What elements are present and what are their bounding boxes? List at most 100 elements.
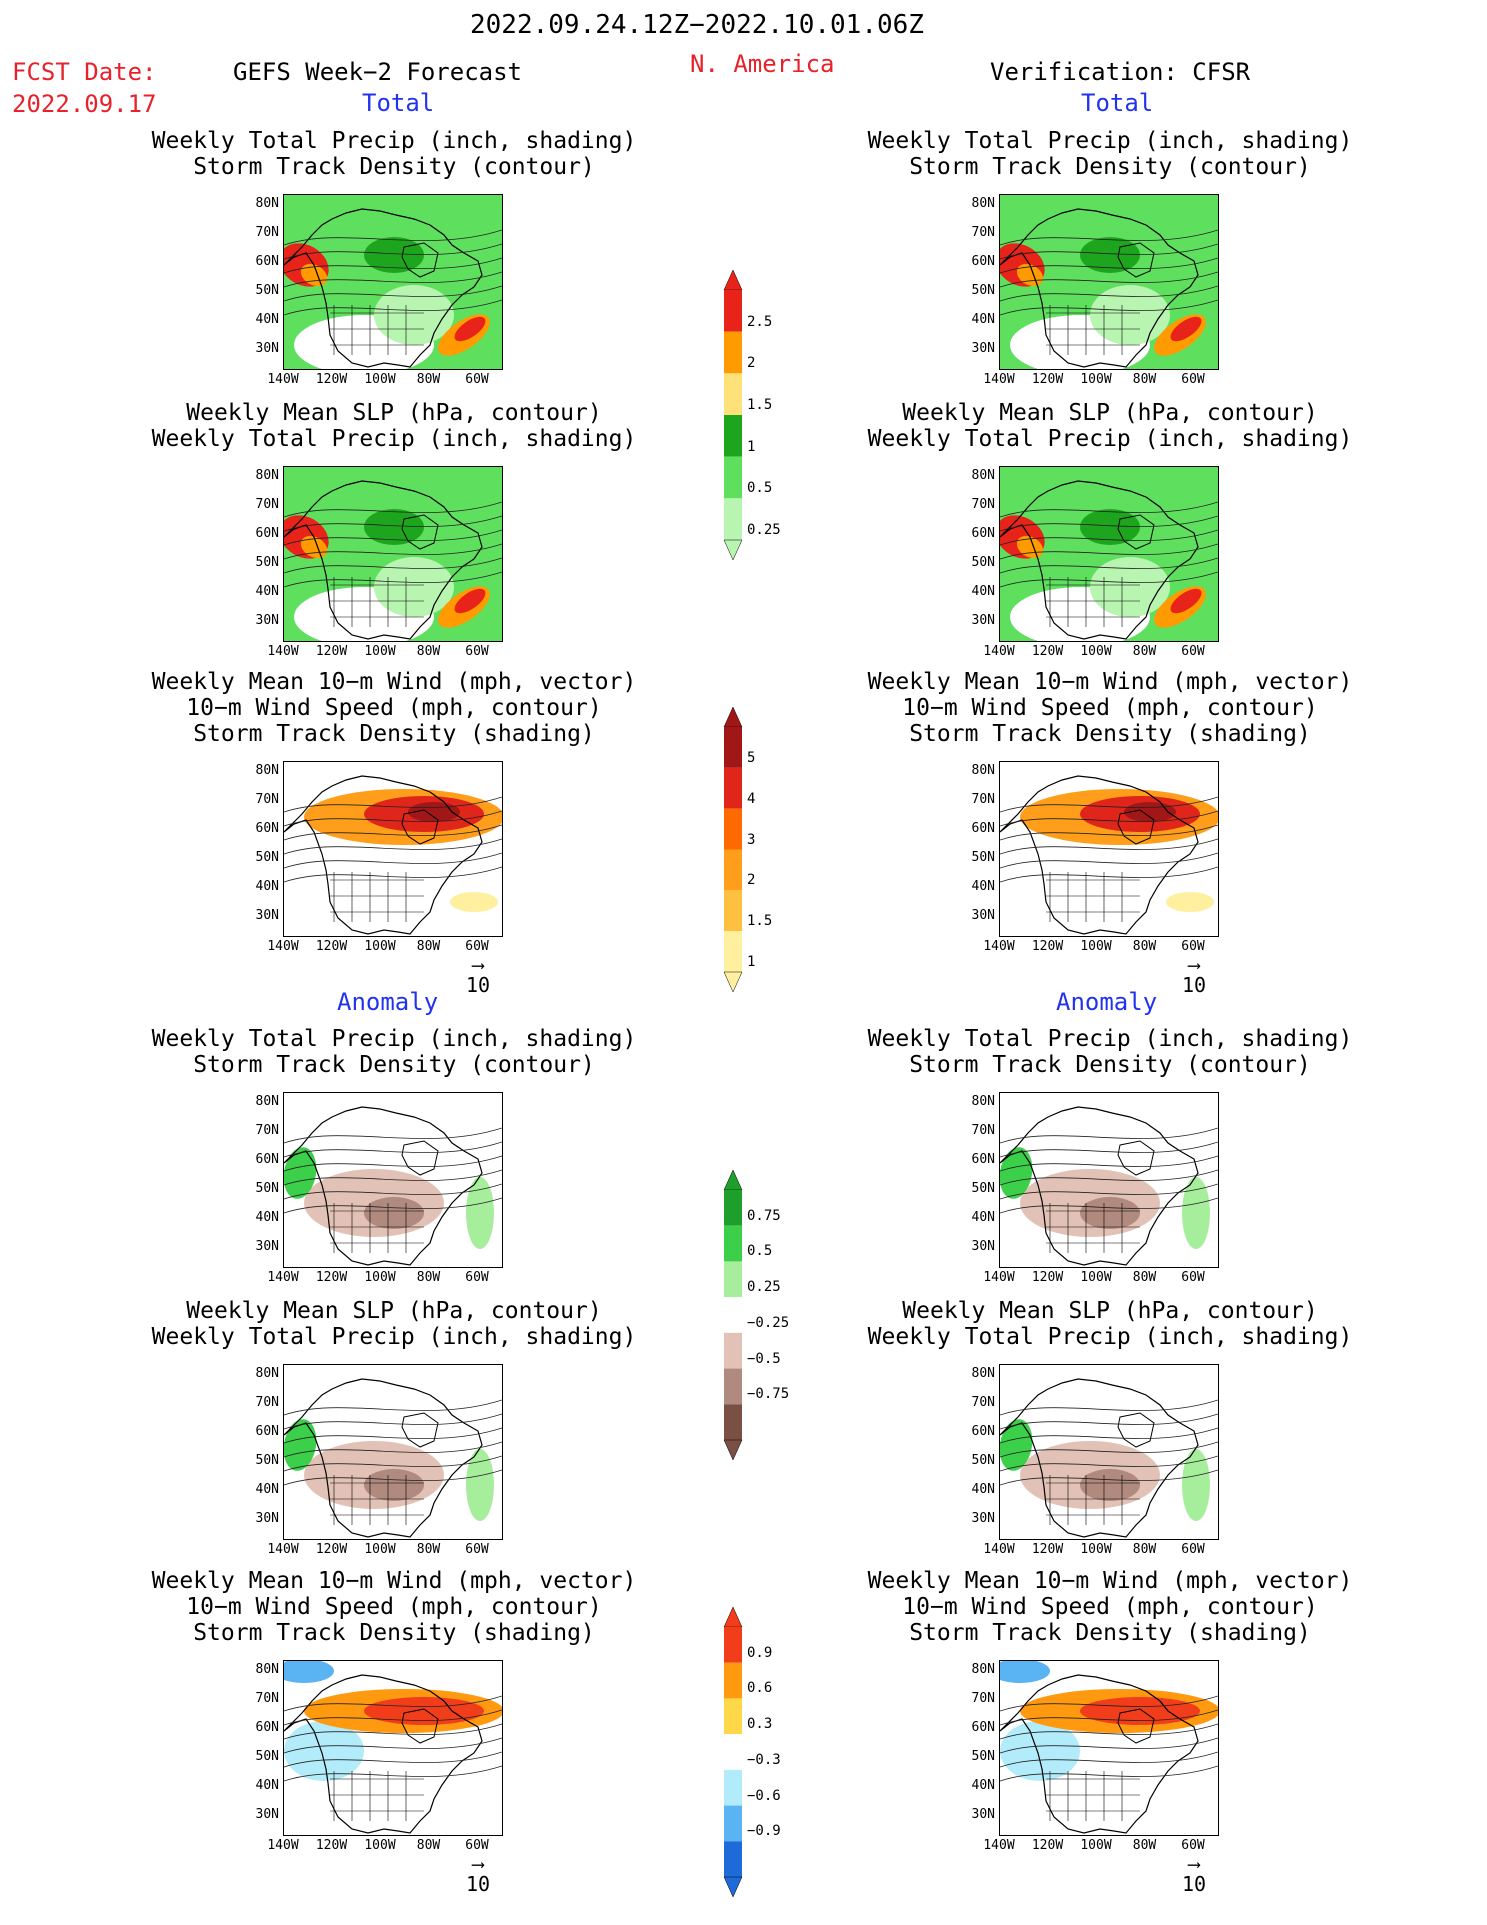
forecast-total-wind-storm-title-line-3: Storm Track Density (shading)	[193, 721, 595, 747]
forecast-total-wind-storm-map	[283, 761, 503, 937]
verification-anom-precip-storm-lon-label: 140W	[983, 1270, 1015, 1285]
forecast-total-wind-storm-title-line-2: 10−m Wind Speed (mph, contour)	[186, 695, 602, 721]
forecast-anom-slp-precip-lon-label: 120W	[315, 1542, 348, 1557]
section-anomaly-right: Anomaly	[1056, 988, 1158, 1016]
verification-total-slp-precip-lon-label: 60W	[1181, 644, 1205, 659]
forecast-total-precip-storm-lat-label: 60N	[255, 254, 279, 269]
forecast-total-precip-storm-lat-label: 40N	[255, 312, 279, 327]
verification-anom-precip-storm-title-line-1: Weekly Total Precip (inch, shading)	[867, 1026, 1353, 1052]
colorbar-segment	[724, 1261, 742, 1298]
verification-anom-precip-storm-lon-label: 100W	[1080, 1270, 1112, 1285]
fcst-date-label: FCST Date:	[12, 58, 157, 86]
verification-anom-wind-storm-lat-label: 40N	[971, 1778, 995, 1793]
verification-anom-slp-precip-lat-label: 30N	[971, 1511, 995, 1526]
verification-anom-precip-storm-lat-label: 80N	[971, 1094, 995, 1109]
forecast-total-precip-storm-lon-label: 80W	[416, 372, 441, 387]
verification-anom-wind-storm-lat-label: 80N	[971, 1662, 995, 1677]
verification-anom-slp-precip-lat-label: 60N	[971, 1424, 995, 1439]
forecast-anom-slp-precip-lat-label: 30N	[255, 1511, 279, 1526]
verification-anom-wind-storm-lat-label: 70N	[971, 1691, 995, 1706]
forecast-total-slp-precip-lat-label: 60N	[255, 526, 279, 541]
forecast-total-precip-storm-lat-label: 50N	[255, 283, 279, 298]
forecast-total-precip-storm-lat-label: 70N	[255, 225, 279, 240]
forecast-anom-wind-storm-title-line-1: Weekly Mean 10−m Wind (mph, vector)	[151, 1568, 637, 1594]
colorbar-tick-label: −0.9	[747, 1823, 781, 1840]
forecast-total-slp-precip-lon-label: 140W	[267, 644, 299, 659]
colorbar-segment	[724, 1734, 742, 1770]
forecast-total-wind-storm-lon-label: 120W	[315, 939, 348, 954]
colorbar-storm-anomaly: 0.9 0.6 0.3 −0.3 −0.6 −0.9	[723, 1607, 803, 1897]
verification-total-slp-precip-lat-label: 50N	[971, 555, 995, 570]
colorbar-segment	[724, 808, 742, 850]
forecast-anom-slp-precip-map	[283, 1364, 503, 1540]
forecast-anom-precip-storm-map	[283, 1092, 503, 1268]
forecast-anom-wind-storm-map	[283, 1660, 503, 1836]
forecast-total-slp-precip-lon-label: 120W	[315, 644, 348, 659]
forecast-total-wind-storm-lat-label: 30N	[255, 908, 279, 923]
colorbar-tick-label: −0.6	[747, 1787, 781, 1804]
verification-anom-wind-storm-lon-label: 120W	[1031, 1838, 1064, 1853]
forecast-total-precip-storm-map	[283, 194, 503, 370]
verification-anom-wind-storm-lon-label: 140W	[983, 1838, 1015, 1853]
verification-total-wind-storm-title-line-1: Weekly Mean 10−m Wind (mph, vector)	[867, 669, 1353, 695]
colorbar-segment	[724, 456, 742, 499]
colorbar-segment	[724, 1297, 742, 1333]
colorbar-segment	[724, 415, 742, 457]
forecast-anom-precip-storm-lon-label: 60W	[465, 1270, 489, 1285]
verification-total-wind-storm-wind-reference-vector: ⟶ 10	[1181, 955, 1207, 998]
verification-total-wind-storm-lon-label: 60W	[1181, 939, 1205, 954]
verification-total-wind-storm-lon-label: 100W	[1080, 939, 1112, 954]
colorbar-tick-label: 1	[747, 954, 756, 970]
forecast-anom-precip-storm-lat-label: 50N	[255, 1181, 279, 1196]
forecast-anom-wind-storm-lat-label: 40N	[255, 1778, 279, 1793]
colorbar-tick-label: 0.75	[747, 1207, 781, 1224]
colorbar-storm-density: 5 4 3 2 1.5 1	[723, 707, 793, 992]
colorbar-tick-label: 2	[747, 355, 756, 372]
verification-anom-wind-storm-lat-label: 60N	[971, 1720, 995, 1735]
colorbar-tick-label: 1	[747, 438, 756, 455]
forecast-anom-wind-storm-title-line-2: 10−m Wind Speed (mph, contour)	[186, 1594, 602, 1620]
forecast-anom-slp-precip-lat-label: 40N	[255, 1482, 279, 1497]
verification-total-precip-storm-map	[999, 194, 1219, 370]
forecast-total-slp-precip-title-line-1: Weekly Mean SLP (hPa, contour)	[186, 400, 602, 426]
colorbar-segment	[724, 849, 742, 891]
forecast-total-wind-storm-wind-reference-vector: ⟶ 10	[465, 955, 491, 998]
colorbar-segment	[724, 1841, 742, 1877]
forecast-anom-precip-storm-lon-label: 120W	[315, 1270, 348, 1285]
forecast-anom-precip-storm-lon-label: 100W	[364, 1270, 396, 1285]
colorbar-tick-label: 0.5	[747, 480, 773, 497]
forecast-anom-precip-storm-lat-label: 70N	[255, 1123, 279, 1138]
fcst-date-value: 2022.09.17	[12, 90, 157, 118]
forecast-anom-precip-storm-lon-label: 140W	[267, 1270, 299, 1285]
forecast-total-slp-precip-lon-label: 80W	[416, 644, 441, 659]
verification-anom-slp-precip-title-line-2: Weekly Total Precip (inch, shading)	[867, 1324, 1353, 1350]
verification-anom-precip-storm-map	[999, 1092, 1219, 1268]
verification-total-wind-storm-lat-label: 40N	[971, 879, 995, 894]
forecast-total-wind-storm-lat-label: 40N	[255, 879, 279, 894]
verification-total-slp-precip-lon-label: 80W	[1132, 644, 1157, 659]
forecast-total-wind-storm-lat-label: 60N	[255, 821, 279, 836]
colorbar-segment	[724, 1698, 742, 1735]
colorbar-tick-label: −0.5	[747, 1350, 781, 1367]
forecast-total-slp-precip-lat-label: 80N	[255, 468, 279, 483]
colorbar-tick-label: 0.5	[747, 1243, 773, 1260]
verification-anom-precip-storm-lon-label: 80W	[1132, 1270, 1157, 1285]
verification-total-precip-storm-lon-label: 60W	[1181, 372, 1205, 387]
verification-anom-slp-precip-lon-label: 80W	[1132, 1542, 1157, 1557]
colorbar-tick-label: −0.3	[747, 1751, 781, 1768]
verification-total-precip-storm-lon-label: 120W	[1031, 372, 1064, 387]
verification-anom-wind-storm-lon-label: 60W	[1181, 1838, 1205, 1853]
verification-total-wind-storm-map	[999, 761, 1219, 937]
colorbar-segment	[724, 1769, 742, 1806]
verification-total-precip-storm-title-line-1: Weekly Total Precip (inch, shading)	[867, 128, 1353, 154]
verification-anom-slp-precip-lat-label: 80N	[971, 1366, 995, 1381]
verification-anom-wind-storm-lon-label: 100W	[1080, 1838, 1112, 1853]
forecast-anom-precip-storm-lon-label: 80W	[416, 1270, 441, 1285]
verification-anom-wind-storm-title-line-1: Weekly Mean 10−m Wind (mph, vector)	[867, 1568, 1353, 1594]
verification-anom-precip-storm-lat-label: 50N	[971, 1181, 995, 1196]
colorbar-tick-label: 4	[747, 790, 756, 807]
colorbar-tick-label: 5	[747, 749, 756, 766]
forecast-anom-precip-storm-title-line-1: Weekly Total Precip (inch, shading)	[151, 1026, 637, 1052]
verification-total-slp-precip-lon-label: 140W	[983, 644, 1015, 659]
forecast-anom-slp-precip-lon-label: 140W	[267, 1542, 299, 1557]
